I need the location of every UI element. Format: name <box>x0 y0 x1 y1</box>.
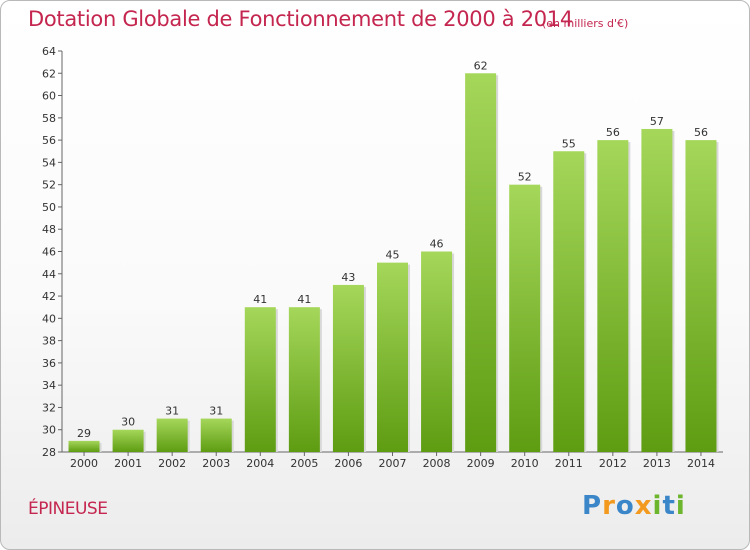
y-tick-label: 64 <box>42 45 56 58</box>
value-label: 52 <box>518 171 532 184</box>
y-tick-label: 32 <box>42 401 56 414</box>
y-tick-label: 62 <box>42 67 56 80</box>
y-tick-label: 46 <box>42 246 56 259</box>
proxiti-logo: Proxiti <box>582 491 692 523</box>
x-tick-label: 2000 <box>70 457 98 470</box>
bar-2003 <box>200 418 232 452</box>
logo-letter: i <box>652 491 663 521</box>
x-tick-label: 2002 <box>158 457 186 470</box>
value-label: 31 <box>209 405 223 418</box>
value-label: 56 <box>606 126 620 139</box>
x-tick-label: 2008 <box>423 457 451 470</box>
value-label: 45 <box>386 249 400 262</box>
y-tick-label: 60 <box>42 90 56 103</box>
y-tick-label: 38 <box>42 335 56 348</box>
value-label: 57 <box>650 115 664 128</box>
x-tick-label: 2009 <box>467 457 495 470</box>
value-label: 62 <box>474 59 488 72</box>
bar-2011 <box>553 151 585 452</box>
logo-text: Proxiti <box>582 491 686 521</box>
bar-2000 <box>68 440 100 452</box>
value-label: 55 <box>562 137 576 150</box>
value-label: 31 <box>165 405 179 418</box>
bar-2007 <box>377 262 408 452</box>
bar-2008 <box>421 251 453 452</box>
value-label: 41 <box>253 293 267 306</box>
logo-letter: t <box>662 491 676 521</box>
bar-2013 <box>641 128 673 452</box>
x-tick-label: 2001 <box>114 457 142 470</box>
bar-2012 <box>597 140 629 452</box>
value-label: 46 <box>430 238 444 251</box>
x-tick-label: 2005 <box>290 457 318 470</box>
y-tick-label: 34 <box>42 379 56 392</box>
value-label: 41 <box>297 293 311 306</box>
y-tick-label: 30 <box>42 424 56 437</box>
x-tick-label: 2014 <box>687 457 715 470</box>
logo-letter: r <box>602 491 616 521</box>
bar-2005 <box>288 307 320 452</box>
bar-2009 <box>465 73 497 453</box>
bar-2001 <box>112 429 144 452</box>
logo-letter: P <box>582 491 603 521</box>
chart-bars <box>68 73 719 453</box>
y-tick-label: 56 <box>42 134 56 147</box>
x-tick-label: 2013 <box>643 457 671 470</box>
x-tick-label: 2003 <box>202 457 230 470</box>
y-tick-label: 42 <box>42 290 56 303</box>
y-tick-label: 44 <box>42 268 56 281</box>
logo-letter: i <box>675 491 686 521</box>
logo-letter: x <box>634 491 653 521</box>
value-label: 29 <box>77 427 91 440</box>
bar-2006 <box>332 284 364 452</box>
y-tick-label: 48 <box>42 223 56 236</box>
chart-labels: 29 2000 30 2001 31 2002 31 2003 41 2004 41 2005 43 20… <box>70 59 715 470</box>
bar-2010 <box>509 184 541 452</box>
value-label: 30 <box>121 416 135 429</box>
y-tick-label: 36 <box>42 357 56 370</box>
bar-2002 <box>156 418 188 452</box>
x-tick-label: 2007 <box>379 457 407 470</box>
y-tick-label: 52 <box>42 179 56 192</box>
chart-axes: 28 30 32 34 36 38 40 42 44 46 48 50 52 54 56 58 60 62 64 <box>42 45 723 459</box>
bar-2014 <box>685 140 717 452</box>
logo-letter: o <box>615 491 635 521</box>
chart-title: Dotation Globale de Fonctionnement de 20… <box>28 7 573 31</box>
y-tick-label: 58 <box>42 112 56 125</box>
bar-2004 <box>244 307 276 452</box>
y-tick-label: 28 <box>42 446 56 459</box>
chart-unit: (en milliers d'€) <box>542 17 629 30</box>
x-tick-label: 2006 <box>334 457 362 470</box>
y-tick-label: 54 <box>42 156 56 169</box>
x-tick-label: 2010 <box>511 457 539 470</box>
x-tick-label: 2012 <box>599 457 627 470</box>
value-label: 43 <box>341 271 355 284</box>
commune-name: ÉPINEUSE <box>28 499 108 519</box>
x-tick-label: 2011 <box>555 457 583 470</box>
y-tick-label: 40 <box>42 312 56 325</box>
x-tick-label: 2004 <box>246 457 274 470</box>
value-label: 56 <box>694 126 708 139</box>
y-tick-label: 50 <box>42 201 56 214</box>
